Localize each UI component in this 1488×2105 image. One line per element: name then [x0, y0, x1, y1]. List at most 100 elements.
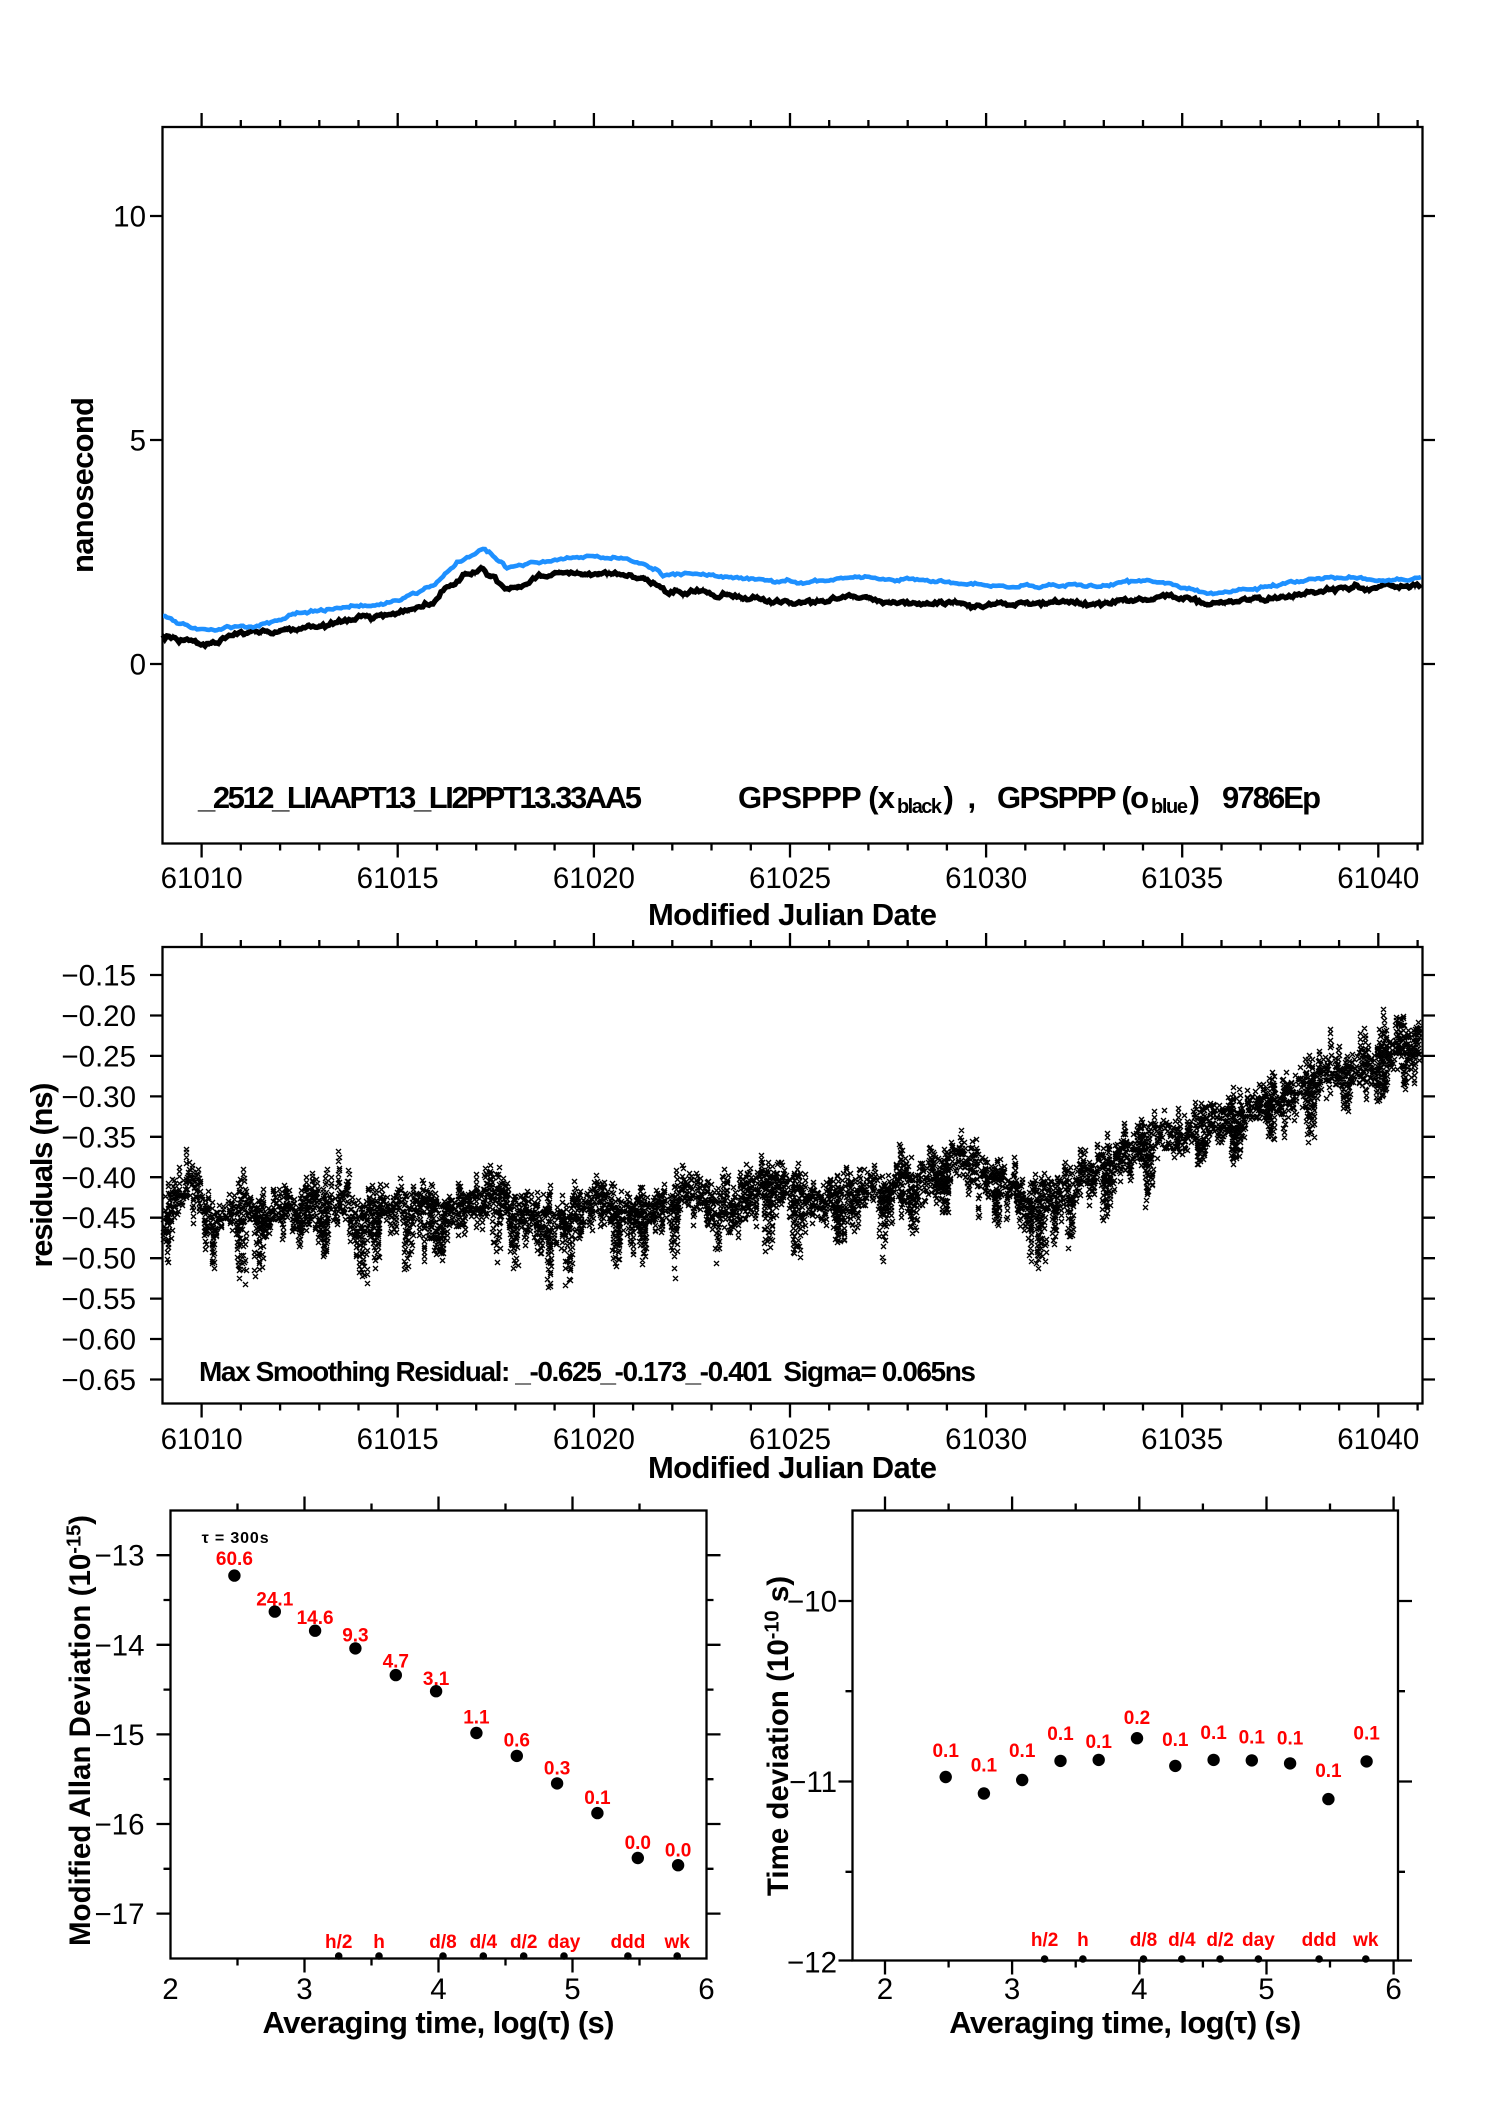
svg-text:blue: blue	[1151, 796, 1188, 818]
svg-text:0.6: 0.6	[504, 1731, 530, 1752]
svg-text:Time deviation (10-10 s): Time deviation (10-10 s)	[762, 1576, 796, 1896]
svg-text:5: 5	[564, 1973, 580, 2006]
svg-text:h/2: h/2	[1031, 1930, 1058, 1951]
svg-text:Averaging time, log(τ) (s): Averaging time, log(τ) (s)	[949, 2005, 1301, 2040]
svg-text:0.1: 0.1	[1009, 1741, 1036, 1762]
svg-text:61040: 61040	[1337, 1423, 1419, 1456]
svg-text:61030: 61030	[945, 862, 1027, 895]
svg-text:0.1: 0.1	[1085, 1732, 1112, 1753]
svg-text:3: 3	[296, 1973, 312, 2006]
svg-text:d/4: d/4	[470, 1932, 498, 1953]
svg-text:Max Smoothing Residual: _-0.62: Max Smoothing Residual: _-0.625_-0.173_-…	[199, 1356, 976, 1387]
svg-text:−0.20: −0.20	[61, 1000, 136, 1033]
svg-text:61030: 61030	[945, 1423, 1027, 1456]
svg-text:−15: −15	[94, 1719, 144, 1752]
svg-text:−0.15: −0.15	[61, 960, 136, 993]
svg-text:−0.65: −0.65	[61, 1364, 136, 1397]
svg-text:4: 4	[430, 1973, 446, 2006]
svg-text:0.1: 0.1	[1200, 1723, 1227, 1744]
svg-text:Modified Julian Date: Modified Julian Date	[648, 1450, 937, 1485]
svg-text:0.3: 0.3	[544, 1758, 570, 1779]
svg-text:wk: wk	[664, 1932, 691, 1953]
svg-text:0.1: 0.1	[1353, 1723, 1380, 1744]
svg-text:0.1: 0.1	[971, 1756, 998, 1777]
svg-text:61015: 61015	[357, 1423, 439, 1456]
svg-text:0.1: 0.1	[584, 1788, 611, 1809]
svg-text:black: black	[897, 796, 943, 818]
svg-text:,: ,	[968, 780, 977, 815]
svg-text:−0.30: −0.30	[61, 1081, 136, 1114]
svg-text:−16: −16	[94, 1809, 144, 1842]
svg-text:0.1: 0.1	[932, 1741, 959, 1762]
svg-text:1.1: 1.1	[463, 1708, 490, 1729]
svg-text:−14: −14	[94, 1629, 144, 1662]
svg-text:day: day	[548, 1932, 581, 1953]
svg-text:61015: 61015	[357, 862, 439, 895]
svg-text:0.0: 0.0	[665, 1841, 691, 1862]
svg-text:61020: 61020	[553, 1423, 635, 1456]
svg-text:d/4: d/4	[1168, 1930, 1196, 1951]
svg-text:6: 6	[1385, 1973, 1401, 2006]
svg-text:d/8: d/8	[429, 1932, 456, 1953]
svg-text:wk: wk	[1352, 1930, 1379, 1951]
svg-text:61025: 61025	[749, 1423, 831, 1456]
svg-text:24.1: 24.1	[256, 1590, 293, 1611]
svg-text:−0.25: −0.25	[61, 1040, 136, 1073]
svg-text:4: 4	[1131, 1973, 1147, 2006]
svg-text:4.7: 4.7	[383, 1652, 409, 1673]
svg-text:): )	[944, 780, 954, 815]
svg-text:d/2: d/2	[510, 1932, 537, 1953]
svg-text:h/2: h/2	[325, 1932, 352, 1953]
svg-text:−12: −12	[787, 1947, 837, 1980]
svg-text:Modified Julian Date: Modified Julian Date	[648, 897, 937, 932]
svg-text:Modified Allan Deviation (10-1: Modified Allan Deviation (10-15)	[64, 1515, 98, 1946]
svg-text:61040: 61040	[1337, 862, 1419, 895]
svg-text:): )	[1190, 780, 1200, 815]
svg-text:−13: −13	[94, 1540, 144, 1573]
svg-text:τ = 300s: τ = 300s	[202, 1530, 269, 1547]
svg-text:6: 6	[698, 1973, 714, 2006]
svg-text:10: 10	[113, 201, 146, 234]
svg-text:61020: 61020	[553, 862, 635, 895]
svg-text:h: h	[1077, 1930, 1089, 1951]
svg-text:ddd: ddd	[610, 1932, 645, 1953]
svg-text:h: h	[373, 1932, 385, 1953]
svg-text:61025: 61025	[749, 862, 831, 895]
svg-text:9786Ep: 9786Ep	[1222, 780, 1321, 815]
svg-text:5: 5	[1258, 1973, 1274, 2006]
svg-text:14.6: 14.6	[297, 1608, 334, 1629]
svg-text:nanosecond: nanosecond	[65, 397, 100, 573]
svg-text:−10: −10	[787, 1586, 837, 1619]
svg-text:61035: 61035	[1141, 862, 1223, 895]
svg-text:61010: 61010	[161, 1423, 243, 1456]
svg-text:2: 2	[877, 1973, 893, 2006]
svg-text:3.1: 3.1	[423, 1669, 450, 1690]
svg-text:0.1: 0.1	[1162, 1730, 1189, 1751]
svg-text:−0.60: −0.60	[61, 1324, 136, 1357]
svg-text:−11: −11	[789, 1766, 837, 1799]
svg-text:0: 0	[130, 649, 146, 682]
svg-text:60.6: 60.6	[216, 1549, 253, 1570]
svg-text:ddd: ddd	[1302, 1930, 1337, 1951]
svg-text:0.2: 0.2	[1124, 1708, 1150, 1729]
svg-text:0.1: 0.1	[1315, 1761, 1342, 1782]
svg-text:Averaging time, log(τ) (s): Averaging time, log(τ) (s)	[263, 2005, 615, 2040]
svg-text:d/8: d/8	[1130, 1930, 1157, 1951]
svg-text:−0.45: −0.45	[61, 1202, 136, 1235]
svg-text:0.0: 0.0	[625, 1833, 651, 1854]
svg-text:0.1: 0.1	[1277, 1728, 1304, 1749]
svg-text:GPSPPP (o: GPSPPP (o	[997, 780, 1149, 815]
svg-text:9.3: 9.3	[342, 1625, 368, 1646]
svg-text:−0.35: −0.35	[61, 1121, 136, 1154]
svg-text:0.1: 0.1	[1047, 1724, 1074, 1745]
svg-text:−0.50: −0.50	[61, 1243, 136, 1276]
svg-text:5: 5	[130, 425, 146, 458]
svg-text:GPSPPP (x: GPSPPP (x	[738, 780, 896, 815]
svg-text:2: 2	[162, 1973, 178, 2006]
svg-text:residuals (ns): residuals (ns)	[24, 1083, 59, 1268]
svg-text:day: day	[1242, 1930, 1275, 1951]
svg-text:d/2: d/2	[1206, 1930, 1233, 1951]
svg-text:−17: −17	[94, 1898, 144, 1931]
svg-text:−0.55: −0.55	[61, 1283, 136, 1316]
svg-text:3: 3	[1004, 1973, 1020, 2006]
